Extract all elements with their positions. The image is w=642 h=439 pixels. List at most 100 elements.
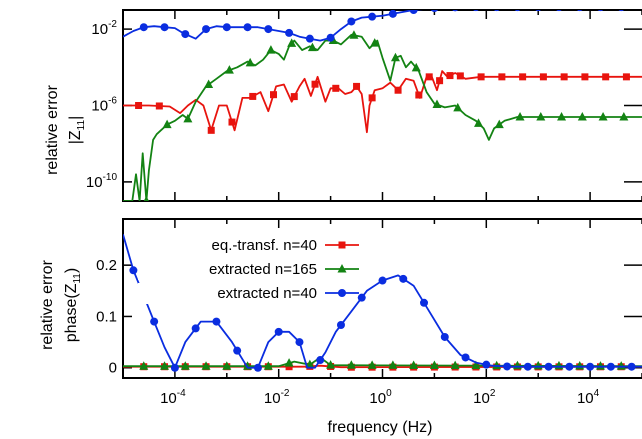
series-marker-extracted-n-165 (450, 360, 460, 370)
series-marker-eq-transf-n-40 (622, 73, 630, 81)
series-marker-extracted-n-165 (245, 57, 255, 67)
series-marker-eq-transf-n-40 (456, 72, 464, 80)
series-marker-extracted-n-40 (181, 30, 190, 39)
series-marker-extracted-n-40 (409, 10, 418, 14)
x-axis-label: frequency (Hz) (328, 419, 433, 436)
bottom-ylabel-line2: phase(Z11) (63, 268, 83, 342)
series-marker-extracted-n-165 (201, 361, 211, 370)
series-marker-extracted-n-165 (409, 360, 419, 369)
series-marker-eq-transf-n-40 (285, 363, 293, 371)
series-marker-extracted-n-165 (370, 38, 380, 47)
y-tick-label: 0.2 (96, 257, 117, 274)
series-marker-eq-transf-n-40 (228, 118, 236, 126)
series-marker-extracted-n-40 (347, 17, 356, 26)
series-marker-extracted-n-40 (430, 10, 438, 13)
series-marker-extracted-n-40 (535, 10, 541, 12)
series-marker-extracted-n-165 (222, 361, 232, 370)
series-marker-extracted-n-165 (326, 360, 336, 369)
series-marker-extracted-n-165 (224, 65, 234, 74)
series-marker-extracted-n-165 (453, 102, 463, 112)
bottom-ylabel-line1: relative error (39, 259, 56, 349)
x-tick-exponent: 4 (594, 388, 600, 399)
y-tick-label: 10-10 (86, 172, 118, 191)
series-marker-extracted-n-40 (493, 10, 500, 12)
bottom-ylabel-main: phase(Z (63, 283, 80, 342)
series-marker-extracted-n-165 (494, 119, 504, 129)
y-tick-exponent: -10 (103, 172, 118, 183)
series-marker-extracted-n-165 (204, 79, 214, 88)
top-ylabel-line1: relative error (44, 84, 61, 174)
series-marker-extracted-n-40 (440, 332, 449, 341)
y-tick-label: 0 (109, 360, 117, 377)
series-marker-extracted-n-165 (287, 38, 297, 47)
series-marker-extracted-n-40 (212, 317, 221, 326)
x-tick-base: 10 (577, 390, 594, 407)
x-tick-base: 10 (160, 390, 177, 407)
x-tick-exponent: 2 (490, 388, 496, 399)
series-marker-eq-transf-n-40 (602, 73, 610, 81)
y-tick-base: 10 (91, 98, 108, 115)
series-marker-extracted-n-165 (429, 360, 439, 370)
series-marker-eq-transf-n-40 (353, 82, 361, 90)
series-line-extracted-n-40 (123, 234, 642, 369)
series-marker-extracted-n-165 (388, 360, 398, 369)
x-tick-label: 104 (577, 388, 600, 407)
legend-label-extracted-n-40: extracted n=40 (217, 285, 317, 302)
legend-bg (138, 259, 320, 280)
series-marker-extracted-n-40 (368, 12, 377, 21)
series-marker-eq-transf-n-40 (415, 91, 423, 99)
legend-marker-eq-transf-n-40 (338, 241, 346, 249)
series-marker-extracted-n-165 (143, 196, 150, 201)
series-marker-extracted-n-165 (577, 111, 587, 121)
series-marker-extracted-n-40 (473, 10, 479, 12)
series-marker-eq-transf-n-40 (560, 73, 568, 81)
series-marker-extracted-n-165 (180, 361, 190, 370)
series-marker-extracted-n-40 (305, 34, 314, 43)
series-marker-extracted-n-40 (597, 10, 604, 12)
top-ylabel-sub: 11 (76, 119, 87, 130)
series-marker-extracted-n-165 (515, 111, 525, 121)
y-tick-exponent: -6 (108, 96, 117, 107)
series-marker-extracted-n-40 (274, 327, 283, 336)
series-marker-extracted-n-165 (307, 42, 317, 52)
series-marker-extracted-n-40 (202, 25, 211, 34)
top-ylabel-line2: |Z11| (67, 116, 87, 144)
legend-marker-extracted-n-40 (338, 289, 346, 297)
series-marker-eq-transf-n-40 (425, 73, 433, 81)
series-marker-eq-transf-n-40 (249, 92, 257, 100)
series-marker-eq-transf-n-40 (436, 77, 444, 85)
series-marker-extracted-n-165 (557, 111, 567, 121)
series-marker-extracted-n-40 (378, 276, 387, 285)
bottom-ylabel-sub: 11 (72, 273, 83, 284)
series-marker-extracted-n-40 (586, 362, 595, 371)
series-marker-eq-transf-n-40 (311, 80, 319, 88)
y-tick-exponent: -2 (108, 19, 117, 30)
series-line-extracted-n-165 (123, 356, 642, 368)
series-marker-extracted-n-165 (390, 52, 400, 62)
series-marker-extracted-n-165 (162, 119, 172, 129)
series-marker-extracted-n-40 (336, 321, 345, 329)
series-marker-extracted-n-165 (284, 358, 294, 367)
series-marker-extracted-n-40 (222, 23, 231, 32)
series-marker-eq-transf-n-40 (155, 102, 163, 110)
series-marker-eq-transf-n-40 (477, 73, 485, 81)
series-marker-extracted-n-40 (627, 362, 636, 371)
series-marker-extracted-n-40 (233, 346, 242, 355)
series-marker-extracted-n-165 (367, 360, 377, 369)
series-marker-extracted-n-40 (253, 363, 262, 372)
top-ylabel-main: |Z (67, 130, 84, 144)
series-marker-extracted-n-40 (523, 362, 532, 371)
series-marker-extracted-n-40 (544, 362, 553, 371)
series-marker-extracted-n-165 (492, 360, 502, 370)
top-ylabel-close: | (67, 116, 84, 120)
series-marker-extracted-n-165 (266, 45, 276, 54)
series-marker-eq-transf-n-40 (394, 86, 402, 94)
axis-labels: relative error |Z11| relative error phas… (39, 84, 432, 436)
series-marker-extracted-n-40 (285, 28, 294, 37)
x-tick-label: 10-4 (160, 388, 186, 407)
series-marker-eq-transf-n-40 (581, 73, 589, 81)
series-marker-extracted-n-165 (474, 118, 484, 127)
series-marker-extracted-n-40 (482, 360, 491, 369)
legend-label-extracted-n-165: extracted n=165 (209, 261, 317, 278)
